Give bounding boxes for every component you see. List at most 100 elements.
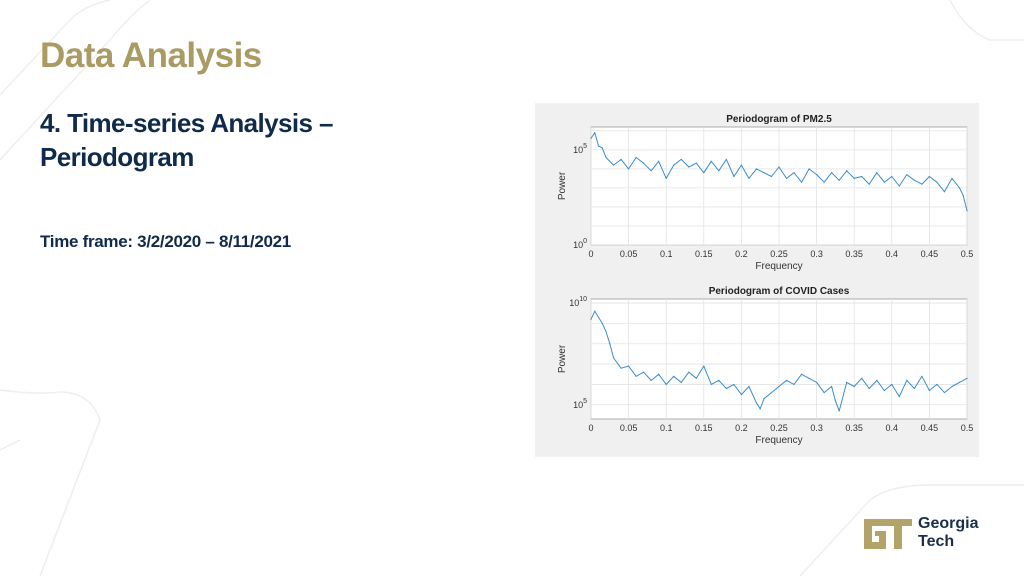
chart-2-data-point — [770, 391, 773, 394]
chart-1-data-point — [891, 175, 893, 178]
chart-2-data-point — [643, 371, 645, 373]
chart-1-y-tick-label: 100 — [573, 238, 587, 250]
chart-1-data-point — [898, 185, 900, 187]
chart-1-data-point — [928, 175, 930, 178]
chart-1-data-point — [703, 172, 705, 174]
chart-2-data-point — [688, 371, 690, 373]
chart-1-data-point — [816, 173, 818, 176]
chart-2-data-point — [590, 318, 592, 320]
chart-2-data-point — [718, 379, 720, 381]
chart-1-data-point — [800, 181, 803, 183]
chart-2-data-point — [763, 398, 765, 400]
chart-2-series-line — [590, 310, 968, 412]
chart-2-data-point — [928, 389, 930, 392]
chart-2-data-point — [609, 343, 611, 345]
chart-1-data-point — [868, 183, 870, 185]
chart-1-data-point — [793, 172, 795, 174]
chart-1-data-point — [601, 147, 603, 149]
chart-2-data-point — [891, 383, 893, 386]
chart-2-y-tick-label: 1010 — [569, 296, 587, 308]
chart-2-data-point — [943, 391, 946, 394]
chart-1-data-point — [612, 164, 615, 166]
chart-1-data-point — [861, 175, 863, 178]
chart-1-x-tick-label: 0.35 — [845, 249, 863, 259]
chart-1-y-tick-label: 105 — [573, 143, 587, 155]
chart-1-x-tick-label: 0.1 — [660, 249, 673, 259]
chart-2-data-point — [834, 400, 836, 402]
chart-1-data-point — [594, 132, 596, 134]
chart-1-data-point — [695, 162, 697, 164]
logo-wordmark: Georgia Tech — [918, 515, 978, 551]
chart-1-x-tick-label: 0.25 — [770, 249, 788, 259]
chart-2-data-point — [733, 383, 735, 386]
chart-1-data-point — [936, 181, 938, 183]
chart-2-data-point — [785, 379, 788, 381]
chart-2-data-point — [665, 383, 667, 386]
chart-2-data-point — [808, 377, 810, 379]
chart-2-data-point — [883, 389, 885, 392]
chart-1-data-point — [853, 177, 855, 179]
chart-2-data-point — [906, 379, 908, 381]
chart-1-data-point — [958, 187, 961, 189]
chart-1-x-tick-label: 0.3 — [810, 249, 823, 259]
chart-2-data-point — [838, 410, 840, 412]
chart-2-data-point — [898, 396, 900, 398]
chart-1-data-point — [688, 166, 690, 168]
chart-2-data-point — [800, 373, 803, 375]
chart-1-x-tick-label: 0 — [588, 249, 593, 259]
chart-1-x-tick-label: 0.15 — [695, 249, 713, 259]
chart-1-data-point — [755, 168, 758, 170]
chart-2-y-axis-label: Power — [557, 344, 568, 373]
chart-2-data-point — [695, 377, 697, 379]
chart-1-data-point — [665, 177, 667, 179]
chart-1-data-point — [763, 172, 765, 174]
chart-2-data-point — [958, 381, 961, 383]
chart-2-data-point — [748, 385, 750, 388]
periodogram-charts: 0 0.05 0.1 0.15 0.2 0.25 0.3 0.35 0.4 0.45 0.5 100 1… — [557, 114, 974, 446]
chart-2-x-tick-label: 0 — [588, 423, 593, 433]
chart-2-data-point — [876, 379, 878, 381]
chart-1-x-tick-label: 0.5 — [961, 249, 974, 259]
chart-1-data-point — [770, 175, 773, 178]
chart-1-data-point — [605, 156, 607, 159]
chart-2-data-point — [650, 379, 652, 381]
chart-1-data-point — [643, 162, 645, 164]
chart-2-data-point — [921, 375, 923, 377]
chart-2-x-tick-label: 0.1 — [660, 423, 673, 433]
chart-1-data-point — [921, 183, 923, 185]
chart-1-data-point — [740, 164, 742, 166]
logo-line-2: Tech — [918, 533, 955, 550]
chart-2-data-point — [936, 383, 938, 386]
chart-1-data-point — [883, 181, 885, 183]
section-heading: 4. Time-series Analysis – Periodogram — [40, 106, 440, 174]
chart-1-data-point — [680, 158, 682, 160]
chart-2-data-point — [868, 387, 870, 390]
chart-2-x-tick-label: 0.3 — [810, 423, 823, 433]
chart-2-data-point — [710, 383, 712, 386]
chart-1-data-point — [823, 181, 825, 183]
chart-2-x-tick-label: 0.2 — [735, 423, 748, 433]
chart-1-data-point — [876, 172, 878, 174]
chart-1-x-tick-label: 0.2 — [735, 249, 748, 259]
periodogram-figure: 0 0.05 0.1 0.15 0.2 0.25 0.3 0.35 0.4 0.45 0.5 100 1… — [535, 103, 979, 457]
chart-2-data-point — [831, 385, 833, 388]
chart-2-data-point — [597, 316, 600, 318]
chart-1-data-point — [962, 194, 964, 197]
chart-1-data-point — [785, 177, 788, 179]
chart-1-data-point — [906, 173, 908, 176]
chart-2-data-point — [635, 375, 637, 377]
gt-monogram-icon — [864, 519, 912, 549]
chart-1-data-point — [951, 177, 953, 179]
chart-2-data-point — [778, 385, 780, 388]
chart-2-y-tick-label: 105 — [573, 398, 587, 410]
chart-2-data-point — [612, 357, 615, 359]
chart-2-data-point — [673, 375, 675, 377]
chart-1-data-point — [718, 170, 720, 172]
chart-1-data-point — [966, 210, 968, 212]
georgia-tech-logo: Georgia Tech — [860, 514, 990, 554]
chart-1-data-point — [846, 170, 848, 172]
chart-2-data-point — [703, 365, 705, 367]
chart-1-series-line — [590, 132, 968, 211]
chart-1-x-tick-label: 0.45 — [921, 249, 939, 259]
chart-1-data-point — [710, 160, 712, 162]
